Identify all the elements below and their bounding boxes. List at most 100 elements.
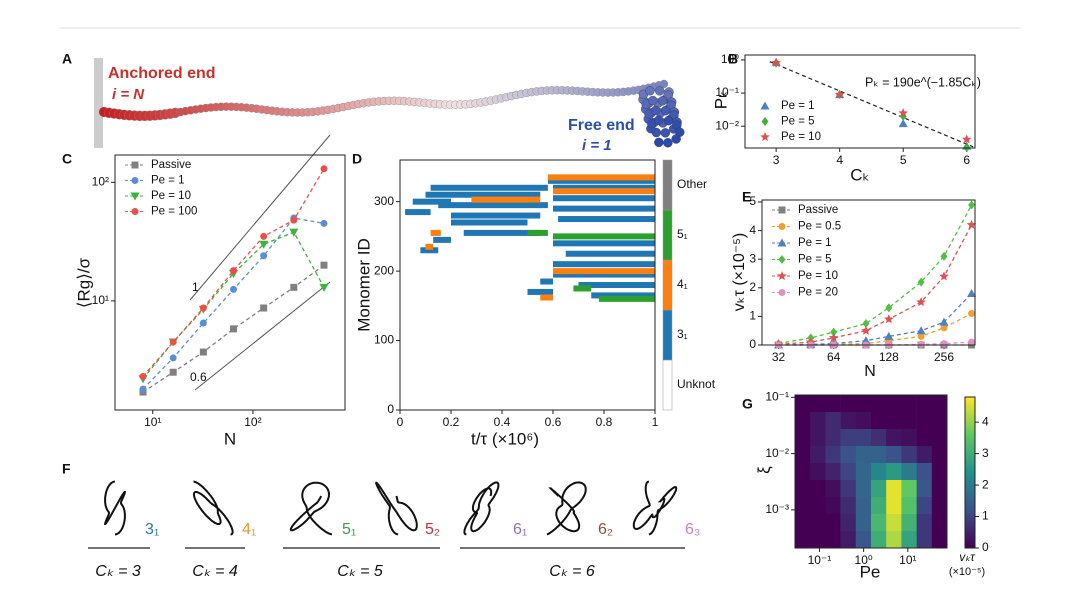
y-tick-label: 0: [387, 402, 394, 416]
heatmap-cell: [901, 497, 917, 515]
knot-segment: [558, 216, 655, 223]
colorbar-tick-label: 0: [982, 540, 989, 554]
heatmap-cell: [825, 395, 841, 413]
knot-segment: [553, 271, 655, 278]
knot-label: 4₁: [242, 521, 256, 538]
heatmap-cell: [916, 531, 933, 549]
knot-segment: [451, 219, 528, 226]
y-tick-label: 100: [374, 333, 394, 347]
panel-letter: C: [62, 151, 72, 167]
knot-label: 5₂: [425, 521, 440, 538]
marker: [884, 331, 894, 340]
knot-label: 6₂: [598, 521, 613, 538]
knot-label: 3₁: [145, 521, 159, 538]
heatmap-cell: [825, 514, 841, 532]
marker: [260, 252, 268, 260]
heatmap-cell: [901, 463, 917, 481]
heatmap-cell: [931, 514, 948, 532]
heatmap-cell: [825, 463, 841, 481]
knot-segment: [430, 229, 441, 236]
marker: [828, 332, 839, 342]
y-axis-label: ξ: [754, 466, 773, 474]
heatmap-cell: [840, 446, 857, 464]
marker: [898, 119, 908, 128]
monomer: [655, 86, 665, 96]
anchored-label: Anchored end: [108, 65, 216, 82]
legend-label: Pe = 5: [781, 116, 815, 128]
group-label: Cₖ = 3: [95, 563, 141, 580]
monomer: [659, 79, 669, 89]
plot-frame: [744, 54, 976, 149]
marker: [169, 354, 177, 362]
free-index: i = 1: [582, 137, 612, 154]
heatmap-cell: [825, 480, 841, 498]
heatmap-cell: [886, 514, 902, 532]
marker: [939, 271, 949, 281]
x-tick-label: 3: [773, 153, 780, 167]
heatmap-cell: [840, 463, 857, 481]
heatmap-cell: [825, 497, 841, 515]
heatmap-cell: [810, 429, 826, 447]
knot-label: 6₃: [685, 521, 700, 538]
monomer: [654, 137, 664, 148]
marker: [962, 134, 972, 144]
legend-marker: [778, 223, 786, 230]
marker: [917, 277, 925, 287]
anchor-wall: [94, 58, 103, 148]
knot-segment: [553, 240, 655, 247]
marker: [260, 304, 268, 312]
colorbar-unit: (×10⁻⁵): [949, 566, 985, 578]
marker: [968, 338, 976, 346]
y-tick-label: 2: [749, 280, 756, 294]
knot-drawing: [104, 480, 126, 536]
y-axis-label: Pₖ: [711, 91, 730, 110]
x-axis-label: Pe: [860, 562, 881, 581]
marker: [169, 338, 177, 346]
legend-label: Passive: [798, 204, 838, 216]
knot-segment: [527, 288, 553, 295]
heatmap-cell: [931, 446, 948, 464]
colorbar-label: 3₁: [677, 327, 688, 341]
y-tick-label: 4: [749, 223, 756, 237]
marker: [861, 336, 871, 345]
heatmap-cell: [810, 412, 826, 430]
knot-segment: [547, 177, 655, 184]
knot-segment: [430, 184, 548, 191]
legend-marker: [778, 255, 786, 264]
x-tick-label: 4: [836, 153, 843, 167]
polymer-chain: [98, 79, 685, 148]
legend-label: Pe = 0.5: [798, 221, 841, 233]
heatmap-cell: [855, 497, 872, 515]
heatmap-cell: [886, 446, 902, 464]
x-tick-label: 10²: [244, 415, 261, 429]
heatmap-cell: [795, 412, 811, 430]
panel-letter: A: [62, 51, 72, 67]
heatmap-cell: [810, 480, 826, 498]
legend-marker: [777, 238, 787, 247]
monomer: [645, 86, 655, 96]
heatmap-cell: [931, 429, 948, 447]
heatmap-cell: [886, 497, 902, 515]
x-tick-label: 128: [879, 350, 899, 364]
x-tick-label: 0.6: [545, 415, 562, 429]
y-tick-label: 5: [749, 194, 756, 208]
x-tick-label: 0.4: [494, 415, 511, 429]
marker: [139, 373, 147, 381]
y-tick-label: 10¹: [92, 293, 109, 307]
anchored-index: i = N: [112, 86, 145, 103]
panel-letter: F: [62, 461, 71, 477]
x-axis-label: N: [224, 429, 236, 448]
heatmap-cell: [886, 429, 902, 447]
colorbar-segment: [662, 309, 673, 361]
legend-label: Pe = 100: [151, 206, 197, 218]
plot-frame: [794, 394, 948, 549]
heatmap-cell: [840, 514, 857, 532]
heatmap-cell: [871, 446, 887, 464]
colorbar-label: vₖτ: [959, 550, 976, 564]
legend-label: Pe = 20: [798, 287, 838, 299]
heatmap-cell: [871, 429, 887, 447]
series-line: [778, 293, 973, 346]
plot-frame: [399, 159, 656, 411]
heatmap-cell: [871, 412, 887, 430]
x-tick-label: 0: [397, 415, 404, 429]
